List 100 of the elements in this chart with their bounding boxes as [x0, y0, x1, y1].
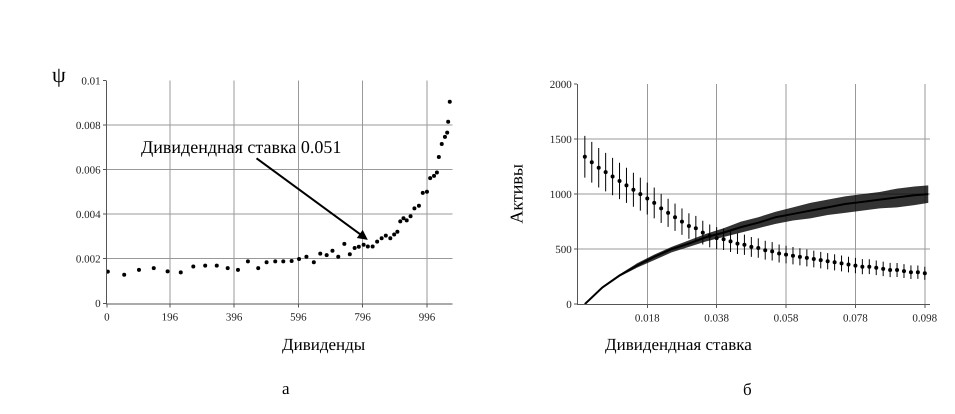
point — [818, 258, 823, 262]
point — [352, 246, 357, 250]
point — [152, 266, 156, 270]
point — [191, 264, 196, 269]
point — [178, 270, 183, 274]
point — [434, 170, 439, 175]
point — [812, 257, 816, 262]
point — [749, 244, 754, 249]
y-axis-title: ψ — [52, 62, 66, 87]
point — [442, 134, 447, 139]
text: а — [282, 379, 290, 398]
x-tick-label: 0 — [104, 311, 110, 324]
point — [867, 264, 872, 269]
point — [590, 160, 594, 164]
point — [448, 100, 452, 104]
point — [420, 190, 425, 195]
point — [273, 259, 278, 264]
point — [902, 269, 906, 274]
point — [312, 260, 316, 264]
point — [840, 261, 844, 266]
point — [908, 270, 913, 274]
point — [214, 264, 219, 268]
point — [446, 120, 450, 124]
point — [652, 200, 656, 205]
point — [694, 226, 698, 230]
point — [256, 266, 260, 270]
point — [136, 268, 141, 272]
point — [236, 268, 240, 272]
y-tick-label: 0.004 — [76, 209, 102, 222]
point — [318, 252, 322, 256]
point — [440, 142, 444, 146]
x-axis-title: Дивидендная ставка — [605, 335, 752, 354]
x-tick-label: 996 — [418, 311, 436, 324]
point — [666, 210, 670, 215]
point — [881, 266, 886, 271]
x-tick-label: 196 — [162, 311, 179, 324]
point — [916, 270, 920, 274]
point — [203, 264, 208, 268]
y-axis-title: Активы — [506, 164, 526, 224]
point — [826, 259, 830, 264]
y-tick-label: 0.006 — [76, 164, 102, 177]
point — [756, 246, 760, 250]
y-tick-label: 0.002 — [76, 254, 101, 266]
point — [226, 266, 230, 270]
point — [166, 269, 170, 274]
point — [853, 264, 858, 268]
y-tick-label: 0 — [566, 298, 572, 311]
point — [798, 254, 802, 259]
point — [770, 249, 774, 254]
point — [304, 254, 308, 259]
point — [362, 242, 366, 247]
point — [106, 270, 110, 274]
point — [401, 216, 406, 220]
y-tick-label: 0.008 — [76, 120, 102, 132]
x-tick-label: 796 — [354, 311, 372, 324]
x-tick-label: 0.018 — [634, 312, 660, 324]
point — [659, 206, 664, 210]
point — [370, 244, 375, 248]
point — [631, 188, 636, 192]
point — [342, 242, 346, 246]
point — [281, 259, 286, 264]
point — [416, 204, 421, 208]
point — [742, 242, 746, 247]
y-tick-label: 0.01 — [81, 75, 101, 88]
point — [777, 252, 782, 256]
x-tick-label: 0.038 — [704, 312, 730, 324]
point — [348, 252, 352, 256]
point — [728, 239, 733, 244]
point — [895, 268, 900, 272]
point — [264, 260, 269, 264]
point — [624, 183, 628, 188]
point — [380, 236, 384, 240]
point — [680, 220, 684, 224]
point — [356, 244, 361, 249]
point — [596, 166, 601, 170]
point — [714, 236, 719, 240]
point — [763, 248, 768, 252]
point — [582, 154, 587, 159]
point — [424, 190, 429, 194]
x-tick-label: 0.098 — [912, 312, 938, 324]
x-axis-title: Дивиденды — [282, 335, 366, 354]
point — [618, 178, 622, 183]
x-tick-label: 396 — [226, 311, 243, 324]
point — [384, 234, 388, 238]
y-tick-label: 1500 — [550, 134, 572, 146]
point — [874, 266, 878, 270]
point — [408, 214, 413, 218]
y-tick-label: 1000 — [550, 188, 572, 201]
point — [436, 154, 441, 159]
point — [395, 230, 400, 234]
point — [804, 256, 809, 260]
point — [735, 242, 740, 246]
point — [922, 271, 927, 276]
y-tick-label: 500 — [555, 244, 572, 256]
annotation: Дивидендная ставка 0.051 — [141, 137, 342, 157]
point — [700, 230, 705, 235]
point — [366, 244, 370, 248]
point — [790, 254, 795, 258]
point — [330, 248, 334, 253]
point — [686, 224, 691, 228]
